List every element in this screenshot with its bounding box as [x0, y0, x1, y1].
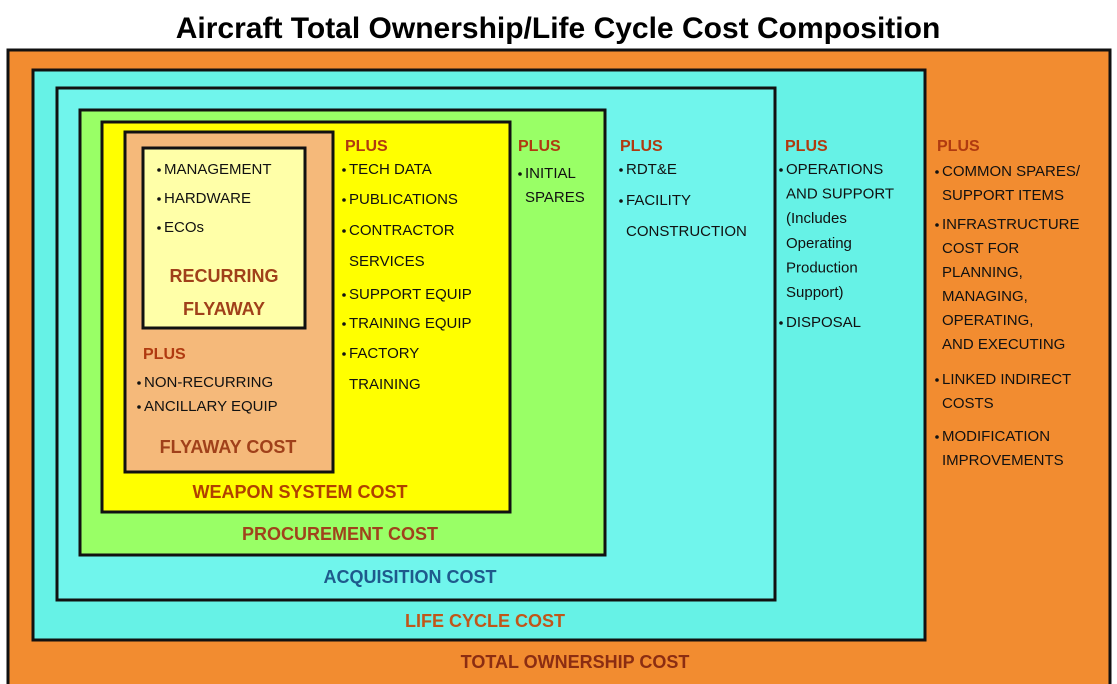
box-label: WEAPON SYSTEM COST: [192, 482, 407, 502]
bullet: [157, 168, 161, 172]
plus-label: PLUS: [620, 138, 663, 155]
bullet: [779, 321, 783, 325]
bullet: [518, 172, 522, 176]
item-text: NON-RECURRING: [144, 374, 273, 391]
bullet: [935, 170, 939, 174]
item-text: (Includes: [786, 210, 847, 227]
item-text: COSTS: [942, 395, 994, 412]
bullet: [137, 381, 141, 385]
diagram-title: Aircraft Total Ownership/Life Cycle Cost…: [176, 12, 941, 45]
box-label: TOTAL OWNERSHIP COST: [461, 652, 690, 672]
box-label: PROCUREMENT COST: [242, 524, 438, 544]
item-text: PUBLICATIONS: [349, 191, 458, 208]
item-text: FACTORY: [349, 345, 419, 362]
item-text: PLANNING,: [942, 264, 1023, 281]
item-text: SUPPORT EQUIP: [349, 286, 472, 303]
item-text: Support): [786, 284, 844, 301]
item-text: CONSTRUCTION: [626, 223, 747, 240]
bullet: [619, 168, 623, 172]
item-text: IMPROVEMENTS: [942, 452, 1064, 469]
bullet: [342, 229, 346, 233]
bullet: [157, 197, 161, 201]
plus-label: PLUS: [143, 346, 186, 363]
bullet: [935, 378, 939, 382]
bullet: [342, 168, 346, 172]
plus-label: PLUS: [785, 138, 828, 155]
item-text: SERVICES: [349, 253, 425, 270]
item-text: INITIAL: [525, 165, 576, 182]
item-text: CONTRACTOR: [349, 222, 455, 239]
item-text: ANCILLARY EQUIP: [144, 398, 278, 415]
item-text: OPERATIONS: [786, 161, 883, 178]
item-text: Production: [786, 259, 858, 276]
item-text: MANAGEMENT: [164, 161, 272, 178]
item-text: OPERATING,: [942, 312, 1033, 329]
bullet: [342, 322, 346, 326]
item-text: LINKED INDIRECT: [942, 371, 1071, 388]
box-label: FLYAWAY COST: [160, 437, 297, 457]
item-text: HARDWARE: [164, 190, 251, 207]
item-text: SUPPORT ITEMS: [942, 187, 1064, 204]
bullet: [619, 199, 623, 203]
item-text: TRAINING EQUIP: [349, 315, 472, 332]
item-text: AND SUPPORT: [786, 186, 894, 203]
cost-box: [141, 146, 307, 330]
box-label: ACQUISITION COST: [323, 567, 496, 587]
item-text: FACILITY: [626, 192, 691, 209]
item-text: DISPOSAL: [786, 314, 861, 331]
box-label: FLYAWAY: [183, 299, 265, 319]
box-label: LIFE CYCLE COST: [405, 611, 565, 631]
item-text: COST FOR: [942, 240, 1019, 257]
item-text: INFRASTRUCTURE: [942, 216, 1080, 233]
bullet: [342, 293, 346, 297]
item-text: MANAGING,: [942, 288, 1028, 305]
plus-label: PLUS: [937, 138, 980, 155]
item-text: ECOs: [164, 219, 204, 236]
item-text: MODIFICATION: [942, 428, 1050, 445]
item-text: RDT&E: [626, 161, 677, 178]
plus-label: PLUS: [345, 138, 388, 155]
bullet: [137, 405, 141, 409]
bullet: [342, 352, 346, 356]
item-text: TECH DATA: [349, 161, 432, 178]
item-text: SPARES: [525, 189, 585, 206]
item-text: COMMON SPARES/: [942, 163, 1081, 180]
bullet: [779, 168, 783, 172]
item-text: Operating: [786, 235, 852, 252]
bullet: [935, 223, 939, 227]
item-text: AND EXECUTING: [942, 336, 1065, 353]
bullet: [157, 226, 161, 230]
box-label: RECURRING: [169, 266, 278, 286]
item-text: TRAINING: [349, 376, 421, 393]
plus-label: PLUS: [518, 138, 561, 155]
bullet: [342, 198, 346, 202]
bullet: [935, 435, 939, 439]
